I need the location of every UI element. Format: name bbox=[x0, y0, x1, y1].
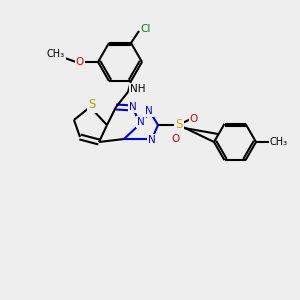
Text: O: O bbox=[76, 57, 84, 67]
Text: S: S bbox=[175, 118, 183, 131]
Text: O: O bbox=[171, 134, 179, 144]
Text: O: O bbox=[190, 114, 198, 124]
Text: N: N bbox=[148, 135, 156, 145]
Text: N: N bbox=[129, 102, 137, 112]
Text: CH₃: CH₃ bbox=[47, 49, 65, 59]
Text: N: N bbox=[145, 106, 153, 116]
Text: NH: NH bbox=[130, 84, 146, 94]
Text: S: S bbox=[88, 98, 96, 112]
Text: N: N bbox=[137, 117, 145, 127]
Text: CH₃: CH₃ bbox=[270, 137, 288, 147]
Text: Cl: Cl bbox=[141, 24, 151, 34]
